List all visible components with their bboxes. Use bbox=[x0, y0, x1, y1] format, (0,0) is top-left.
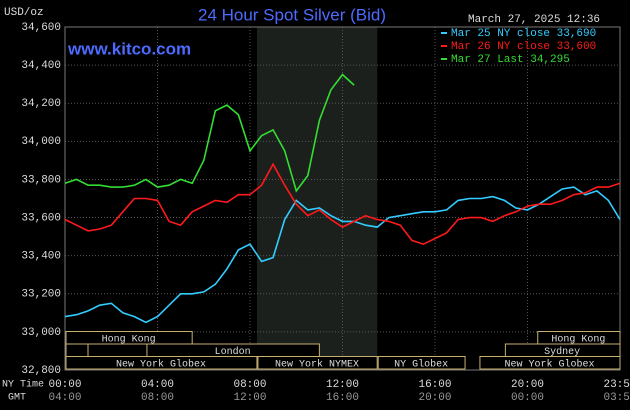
x-tick-label: 16:00 bbox=[418, 379, 451, 391]
x-tick-label: 04:00 bbox=[141, 379, 174, 391]
session-label: Hong Kong bbox=[551, 334, 605, 345]
gmt-tick-label: 16:00 bbox=[326, 392, 359, 404]
session-label: London bbox=[215, 346, 251, 358]
gmt-tick-label: 20:00 bbox=[418, 392, 451, 404]
session-label: NY Globex bbox=[394, 358, 448, 370]
chart-title: 24 Hour Spot Silver (Bid) bbox=[198, 5, 386, 24]
y-tick-label: 33,200 bbox=[21, 289, 61, 301]
session-shade bbox=[256, 27, 378, 370]
gmt-tick-label: 08:00 bbox=[141, 392, 174, 404]
legend-label: Mar 26 NY close 33,600 bbox=[451, 41, 596, 53]
y-tick-label: 33,000 bbox=[21, 327, 61, 339]
gmt-tick-label: 12:00 bbox=[233, 392, 266, 404]
series-line bbox=[64, 162, 621, 246]
x-tick-label: 00:00 bbox=[48, 379, 81, 391]
plot-border bbox=[64, 26, 621, 371]
session-label: Sydney bbox=[544, 346, 580, 358]
series-line bbox=[64, 73, 355, 193]
y-tick-label: 34,600 bbox=[21, 22, 61, 34]
y-tick-label: 33,600 bbox=[21, 212, 61, 224]
x-axis-label: NY Time bbox=[2, 379, 44, 391]
x-tick-label: 08:00 bbox=[233, 379, 266, 391]
session-box bbox=[537, 331, 621, 345]
legend-label: Mar 27 Last 34,295 bbox=[451, 54, 570, 66]
legend-label: Mar 25 NY close 33,690 bbox=[451, 28, 596, 40]
timestamp: March 27, 2025 12:36 bbox=[468, 14, 600, 26]
x-tick-label: 23:59 bbox=[603, 379, 630, 391]
y-tick-label: 32,800 bbox=[21, 365, 61, 377]
y-tick-label: 33,800 bbox=[21, 174, 61, 186]
gmt-tick-label: 00:00 bbox=[511, 392, 544, 404]
y-tick-label: 34,400 bbox=[21, 60, 61, 72]
session-box bbox=[65, 343, 89, 357]
y-tick-label: 34,200 bbox=[21, 98, 61, 110]
x-tick-label: 20:00 bbox=[511, 379, 544, 391]
x-tick-label: 12:00 bbox=[326, 379, 359, 391]
session-box bbox=[257, 356, 378, 370]
session-label: New York NYMEX bbox=[275, 358, 359, 370]
session-box bbox=[377, 356, 466, 370]
gmt-tick-label: 03:59 bbox=[603, 392, 630, 404]
source: www.kitco.com bbox=[67, 39, 191, 58]
session-label: New York Globex bbox=[116, 358, 206, 370]
series-line bbox=[64, 186, 621, 324]
y-tick-label: 33,400 bbox=[21, 251, 61, 263]
gmt-tick-label: 04:00 bbox=[48, 392, 81, 404]
session-box bbox=[65, 331, 193, 345]
session-label: Hong Kong bbox=[102, 334, 156, 345]
session-label: New York Globex bbox=[504, 358, 594, 370]
session-box bbox=[65, 356, 258, 370]
y-unit: USD/oz bbox=[4, 7, 44, 19]
y-tick-label: 34,000 bbox=[21, 136, 61, 148]
x2-axis-label: GMT bbox=[8, 393, 26, 404]
